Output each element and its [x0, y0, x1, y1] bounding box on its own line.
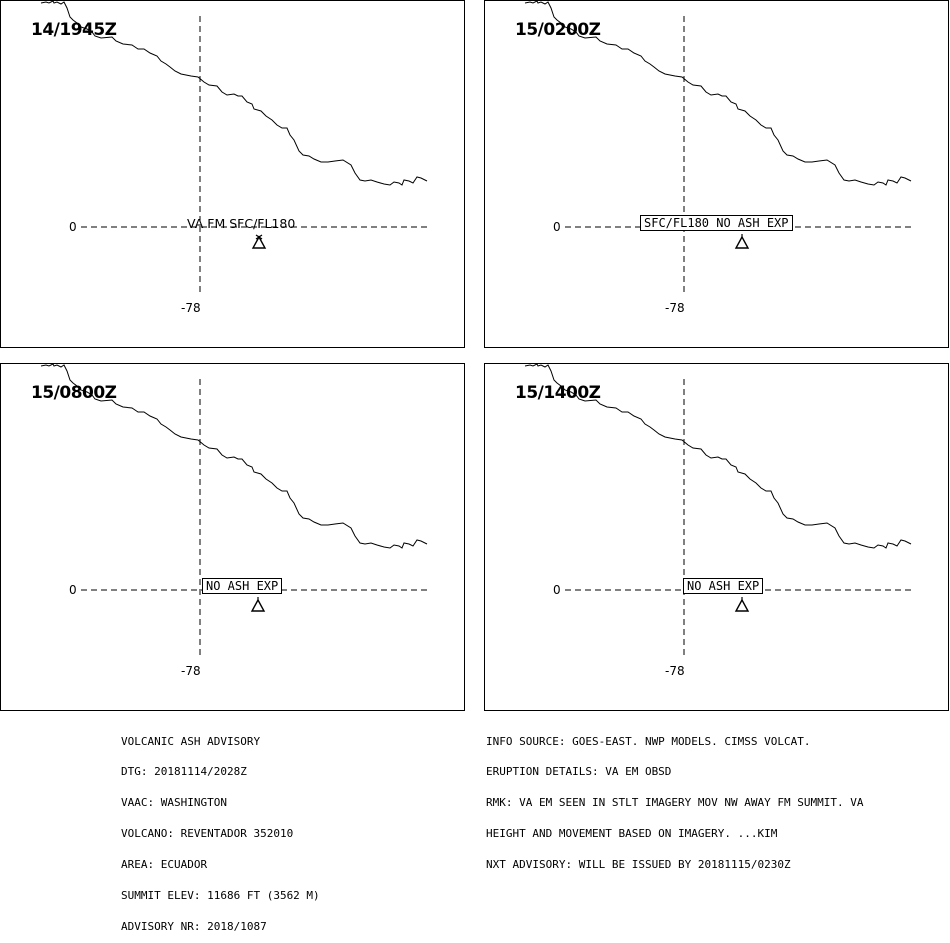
remarks-line: NXT ADVISORY: WILL BE ISSUED BY 20181115…	[486, 858, 791, 872]
advisory-remarks-block: INFO SOURCE: GOES-EAST. NWP MODELS. CIMS…	[486, 716, 864, 881]
map-panel-1: 14/1945Z 0 -78 VA FM SFC/FL180	[0, 0, 465, 348]
latitude-label: 0	[69, 583, 77, 597]
coastline	[40, 364, 428, 549]
longitude-label: -78	[665, 664, 685, 678]
advisory-line: ADVISORY NR: 2018/1087	[121, 919, 267, 933]
advisory-line: AREA: ECUADOR	[121, 858, 208, 872]
longitude-label: -78	[665, 301, 685, 315]
valid-time-label: 15/1400Z	[515, 383, 601, 403]
longitude-label: -78	[181, 664, 201, 678]
map-panel-3: 15/0800Z 0 -78 NO ASH EXP	[0, 363, 465, 711]
advisory-line: VOLCANIC ASH ADVISORY	[121, 734, 261, 748]
map-canvas	[40, 1, 431, 293]
coastline	[524, 364, 912, 549]
advisory-line: VOLCANO: REVENTADOR 352010	[121, 827, 294, 841]
valid-time-label: 15/0800Z	[31, 383, 117, 403]
volcano-triangle-icon	[250, 597, 266, 612]
valid-time-label: 14/1945Z	[31, 20, 117, 40]
map-canvas	[524, 1, 915, 293]
ash-cloud-label: VA FM SFC/FL180	[187, 216, 296, 231]
map-canvas	[40, 364, 431, 656]
latitude-label: 0	[553, 583, 561, 597]
map-panel-2: 15/0200Z 0 -78 SFC/FL180 NO ASH EXP	[484, 0, 949, 348]
latitude-label: 0	[69, 220, 77, 234]
coastline	[40, 1, 428, 186]
longitude-label: -78	[181, 301, 201, 315]
remarks-line: RMK: VA EM SEEN IN STLT IMAGERY MOV NW A…	[486, 796, 864, 810]
advisory-line: DTG: 20181114/2028Z	[121, 765, 247, 779]
volcano-triangle-icon	[734, 597, 750, 612]
map-panel-4: 15/1400Z 0 -78 NO ASH EXP	[484, 363, 949, 711]
advisory-line: SUMMIT ELEV: 11686 FT (3562 M)	[121, 889, 320, 903]
map-canvas	[524, 364, 915, 656]
ash-cloud-label: NO ASH EXP	[202, 578, 283, 594]
remarks-line: INFO SOURCE: GOES-EAST. NWP MODELS. CIMS…	[486, 734, 811, 748]
remarks-line: ERUPTION DETAILS: VA EM OBSD	[486, 765, 672, 779]
valid-time-label: 15/0200Z	[515, 20, 601, 40]
volcano-triangle-icon	[734, 234, 750, 249]
ash-cloud-label: NO ASH EXP	[683, 578, 764, 594]
volcano-triangle-icon	[251, 234, 267, 249]
advisory-line: VAAC: WASHINGTON	[121, 796, 227, 810]
advisory-header-block: VOLCANIC ASH ADVISORY DTG: 20181114/2028…	[121, 716, 320, 943]
coastline	[524, 1, 912, 186]
remarks-line: HEIGHT AND MOVEMENT BASED ON IMAGERY. ..…	[486, 827, 778, 841]
ash-cloud-label: SFC/FL180 NO ASH EXP	[640, 215, 793, 231]
latitude-label: 0	[553, 220, 561, 234]
